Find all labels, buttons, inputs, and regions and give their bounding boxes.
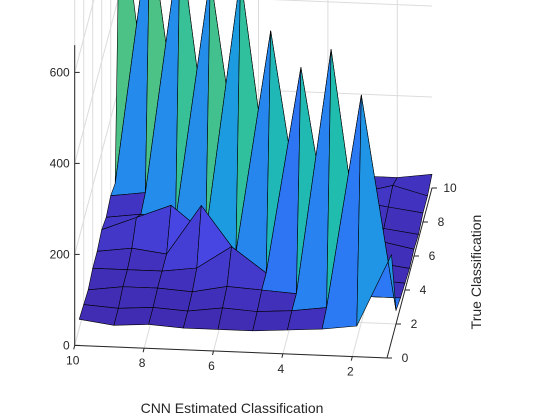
surface-face [217,307,258,332]
surface-face [183,307,223,330]
grid-line-z [270,0,433,7]
x-tick-label: 10 [66,353,80,367]
surface-face [152,287,193,312]
grid-line-z [74,0,119,164]
x-tick-label: 2 [347,365,354,379]
y-tick-labels: 0 2 4 6 8 10 [387,181,457,365]
y-tick-label: 0 [402,351,409,365]
x-tick-label: 6 [208,359,215,373]
y-axis-line [386,187,433,359]
x-tick-mark [73,345,76,350]
surface-face [252,310,293,332]
z-tick-label: 200 [50,247,70,261]
x-tick-mark [281,353,284,358]
surface-face [118,286,158,309]
surface-face [78,304,119,326]
x-tick-mark [350,356,353,361]
x-tick-mark [212,350,214,356]
z-tick-labels: 0 200 400 600 [50,65,80,352]
x-tick-mark [142,348,145,353]
surface-face [105,192,146,218]
surface-face [113,307,154,326]
x-tick-labels: 2 4 6 8 10 [66,345,354,379]
surface-face [256,289,297,312]
x-axis-label: CNN Estimated Classification [141,400,324,416]
surface-face [122,269,163,289]
x-tick-label: 4 [278,362,285,376]
grid-line-z [74,0,95,73]
axes [74,45,433,359]
surface-face [356,94,397,327]
x-tick-label: 8 [139,356,146,370]
surface-face [92,247,133,271]
z-tick-label: 0 [63,338,70,352]
z-tick-label: 400 [50,156,70,170]
z-tick-label: 600 [50,65,70,79]
y-tick-label: 2 [411,317,418,331]
surface-face [148,307,189,329]
y-tick-label: 4 [420,283,427,297]
y-tick-label: 10 [443,181,457,195]
surface-mesh [78,0,433,332]
grid-line-z [74,84,121,255]
surface-face [222,286,263,312]
y-tick-label: 8 [438,215,445,229]
x-axis-line [74,344,388,359]
surface-face [287,307,327,331]
y-tick-label: 6 [429,249,436,263]
surface-face [157,267,198,293]
y-axis-label: True Classification [468,215,484,330]
